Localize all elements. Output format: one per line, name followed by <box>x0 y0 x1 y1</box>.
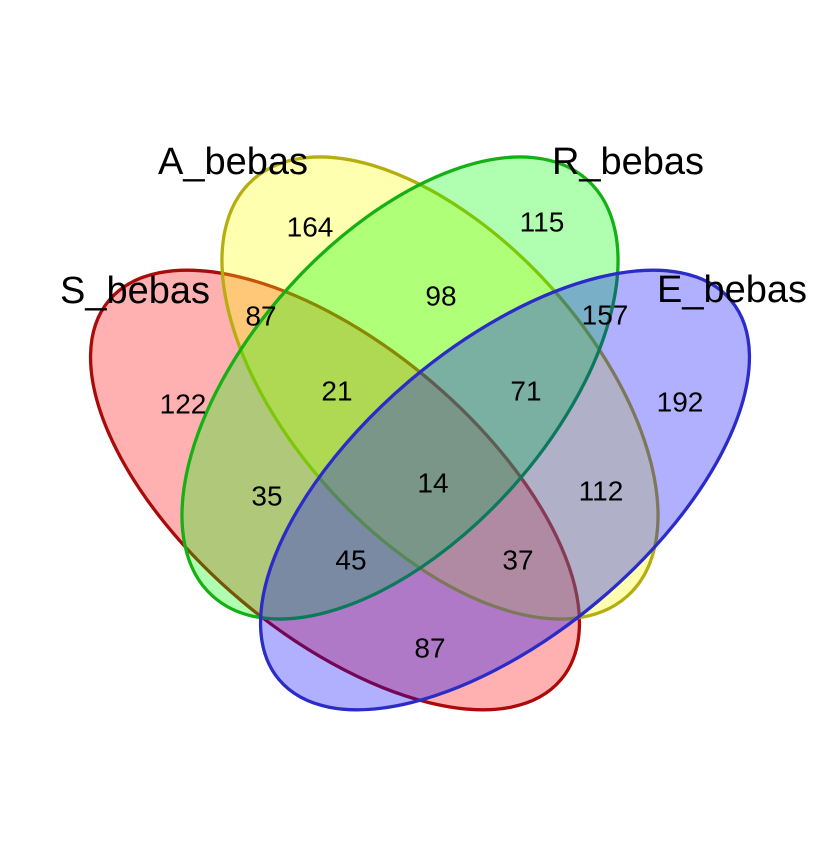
set-label-S_bebas: S_bebas <box>60 270 210 312</box>
region-count-S_bebas&A_bebas: 87 <box>245 301 276 332</box>
region-count-R_bebas: 115 <box>520 207 565 238</box>
region-count-S_bebas&A_bebas&R_bebas: 21 <box>321 376 352 407</box>
region-count-A_bebas: 164 <box>287 212 334 243</box>
region-count-R_bebas&E_bebas: 157 <box>582 300 629 331</box>
set-label-A_bebas: A_bebas <box>158 141 308 183</box>
set-ellipse-S_bebas <box>88 268 582 712</box>
region-count-A_bebas&E_bebas: 112 <box>579 476 624 507</box>
region-count-A_bebas&R_bebas&E_bebas: 71 <box>510 376 541 407</box>
region-count-S_bebas&R_bebas&E_bebas: 45 <box>335 545 366 576</box>
region-count-S_bebas&A_bebas&E_bebas: 37 <box>502 545 533 576</box>
set-ellipse-E_bebas <box>258 268 752 712</box>
set-ellipse-A_bebas <box>220 155 660 621</box>
region-count-E_bebas: 192 <box>657 387 704 418</box>
region-count-S_bebas&A_bebas&R_bebas&E_bebas: 14 <box>417 468 448 499</box>
set-label-R_bebas: R_bebas <box>552 141 704 183</box>
region-count-S_bebas&R_bebas: 35 <box>251 481 282 512</box>
region-count-A_bebas&R_bebas: 98 <box>425 281 456 312</box>
region-count-S_bebas&E_bebas: 87 <box>414 633 445 664</box>
set-label-E_bebas: E_bebas <box>657 269 807 311</box>
region-count-S_bebas: 122 <box>160 389 207 420</box>
